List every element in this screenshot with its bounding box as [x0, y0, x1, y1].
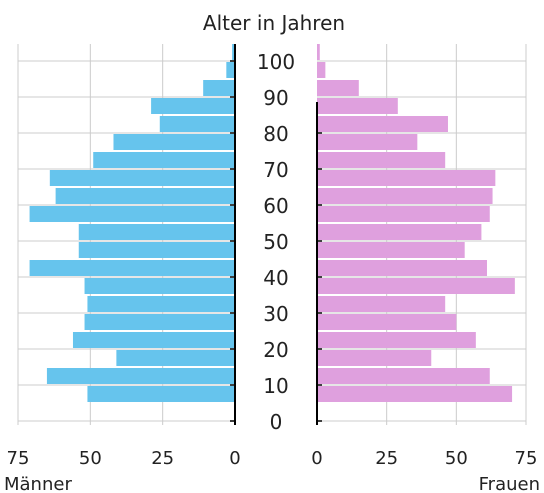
- bar-frauen: [317, 332, 476, 348]
- bar-frauen: [317, 224, 482, 240]
- x-tick-label-right: 25: [375, 448, 398, 469]
- bar-frauen: [317, 296, 446, 312]
- chart-title: Alter in Jahren: [203, 11, 345, 35]
- bar-maenner: [151, 98, 235, 114]
- bar-maenner: [84, 278, 236, 294]
- bar-maenner: [55, 188, 235, 204]
- bar-maenner: [84, 314, 236, 330]
- bar-frauen: [317, 98, 398, 114]
- bar-maenner: [46, 368, 235, 384]
- x-tick-label-left: 25: [151, 448, 174, 469]
- bar-maenner: [87, 296, 235, 312]
- bars-layer: [29, 44, 515, 402]
- bar-frauen: [317, 260, 487, 276]
- bar-maenner: [203, 80, 235, 96]
- age-tick-label: 60: [263, 194, 288, 218]
- age-tick-label: 90: [263, 86, 288, 110]
- bar-frauen: [317, 116, 448, 132]
- bar-maenner: [78, 224, 235, 240]
- x-tick-label-left: 0: [229, 448, 240, 469]
- bar-frauen: [317, 350, 432, 366]
- bar-frauen: [317, 206, 490, 222]
- grid-layer: [17, 44, 527, 425]
- x-tick-label-right: 0: [311, 448, 322, 469]
- bar-maenner: [159, 116, 235, 132]
- bar-maenner: [226, 62, 235, 78]
- bar-maenner: [29, 206, 235, 222]
- bar-frauen: [317, 368, 490, 384]
- bar-frauen: [317, 152, 446, 168]
- bar-maenner: [113, 134, 235, 150]
- bar-maenner: [78, 242, 235, 258]
- age-tick-label: 0: [270, 410, 283, 434]
- bar-frauen: [317, 44, 320, 60]
- bar-maenner: [232, 44, 235, 60]
- bar-frauen: [317, 170, 496, 186]
- bar-frauen: [317, 314, 457, 330]
- age-tick-label: 40: [263, 266, 288, 290]
- bar-frauen: [317, 80, 359, 96]
- bar-frauen: [317, 278, 515, 294]
- bar-frauen: [317, 62, 326, 78]
- bar-frauen: [317, 242, 465, 258]
- age-tick-label: 80: [263, 122, 288, 146]
- bar-maenner: [87, 386, 235, 402]
- bar-maenner: [29, 260, 235, 276]
- bar-maenner: [49, 170, 236, 186]
- bar-frauen: [317, 188, 493, 204]
- x-tick-label-right: 50: [445, 448, 468, 469]
- age-tick-label: 70: [263, 158, 288, 182]
- bar-frauen: [317, 134, 418, 150]
- axes-layer: [230, 44, 322, 425]
- age-tick-label: 20: [263, 338, 288, 362]
- bar-maenner: [93, 152, 235, 168]
- age-tick-label: 10: [263, 374, 288, 398]
- series-label-frauen: Frauen: [479, 474, 540, 493]
- series-label-maenner: Männer: [4, 474, 72, 493]
- age-tick-label: 100: [257, 50, 295, 74]
- bar-frauen: [317, 386, 513, 402]
- x-tick-label-right: 75: [515, 448, 538, 469]
- bar-maenner: [116, 350, 235, 366]
- bar-maenner: [72, 332, 236, 348]
- age-tick-label: 30: [263, 302, 288, 326]
- age-tick-label: 50: [263, 230, 288, 254]
- x-tick-label-left: 75: [7, 448, 30, 469]
- x-tick-label-left: 50: [79, 448, 102, 469]
